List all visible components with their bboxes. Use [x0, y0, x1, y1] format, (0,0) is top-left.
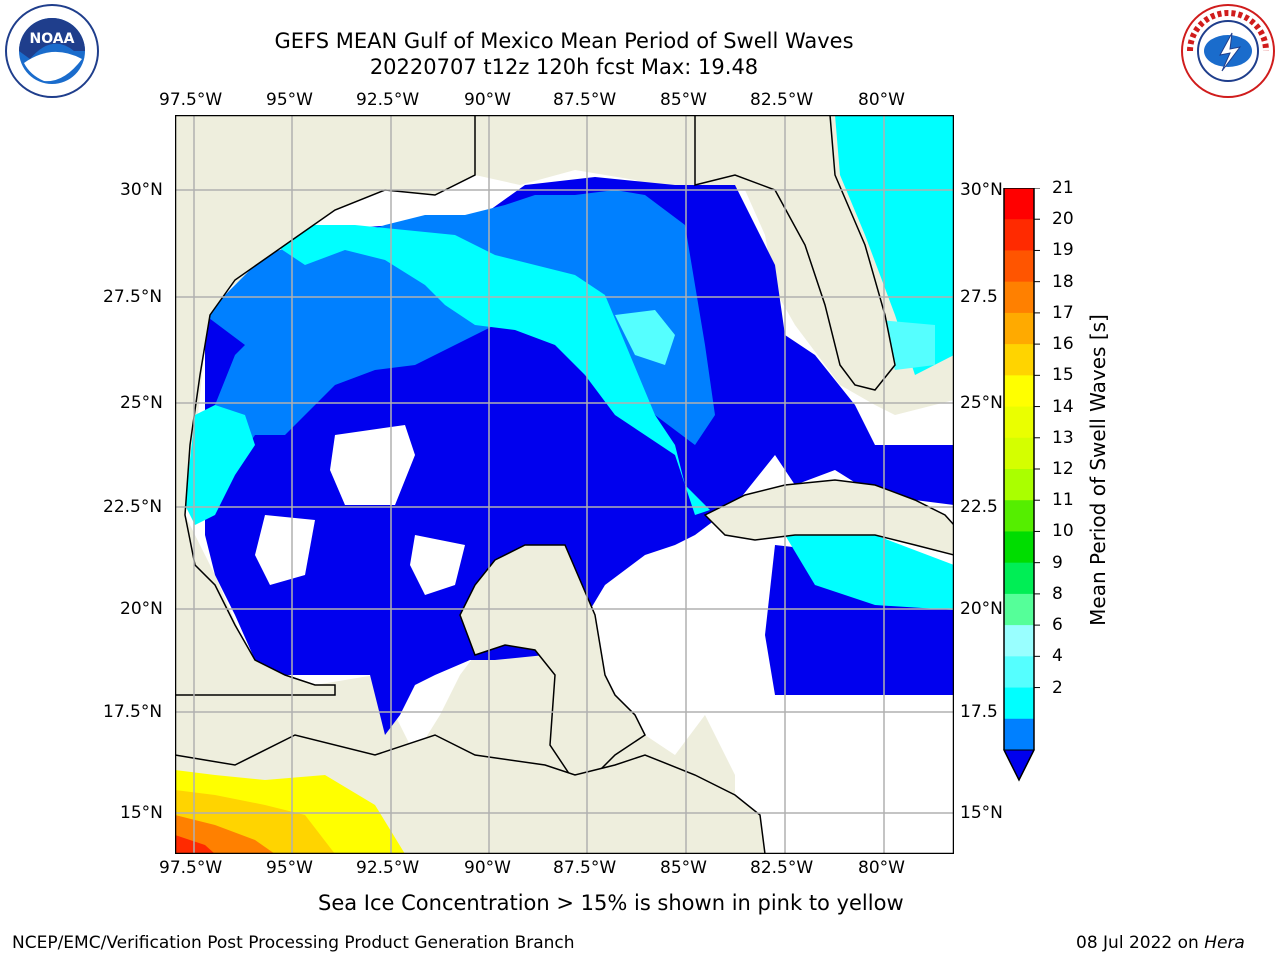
- swell-region-6-8s: [615, 310, 675, 365]
- lon-label-bottom: 80°W: [858, 858, 905, 878]
- colorbar-segment: [1004, 531, 1034, 564]
- map-gridlines: [175, 115, 954, 854]
- colorbar-segment: [1004, 625, 1034, 657]
- lon-label-top: 85°W: [660, 90, 707, 110]
- colorbar-tick-label: 8: [1052, 583, 1063, 604]
- lon-label-top: 97.5°W: [159, 90, 223, 110]
- colorbar-segment: [1004, 500, 1034, 532]
- colorbar-segment: [1004, 406, 1034, 439]
- lon-label-top: 80°W: [858, 90, 905, 110]
- lon-label-bottom: 92.5°W: [356, 858, 420, 878]
- lat-label-right: 22.5: [960, 497, 998, 517]
- lat-label-right: 27.5: [960, 287, 998, 307]
- lat-label-right: 30°N: [960, 180, 1003, 200]
- colorbar: [1003, 188, 1040, 782]
- colorbar-tick-label: 14: [1052, 396, 1074, 417]
- colorbar-tick-label: 17: [1052, 302, 1074, 323]
- colorbar-segment: [1004, 718, 1034, 751]
- lat-label-left: 15°N: [120, 803, 163, 823]
- colorbar-tick-label: 16: [1052, 334, 1074, 355]
- lon-label-top: 92.5°W: [356, 90, 420, 110]
- colorbar-segment: [1004, 219, 1034, 251]
- colorbar-segment: [1004, 469, 1034, 501]
- colorbar-segment: [1004, 344, 1034, 376]
- colorbar-title: Mean Period of Swell Waves [s]: [1086, 314, 1110, 626]
- colorbar-tick-label: 19: [1052, 240, 1074, 261]
- lat-label-right: 15°N: [960, 803, 1003, 823]
- colorbar-segment: [1004, 437, 1034, 470]
- florida-peninsula: [694, 115, 954, 391]
- lat-label-right: 17.5: [960, 702, 998, 722]
- colorbar-tick-label: 12: [1052, 459, 1074, 479]
- sea-ice-caption: Sea Ice Concentration > 15% is shown in …: [318, 891, 904, 915]
- lon-label-bottom: 87.5°W: [553, 858, 617, 878]
- colorbar-tick-label: 18: [1052, 271, 1074, 292]
- colorbar-segment: [1004, 281, 1034, 314]
- nws-logo: [1181, 4, 1275, 98]
- lon-label-bottom: 82.5°W: [750, 858, 814, 878]
- colorbar-tick-label: 21: [1052, 178, 1074, 198]
- colorbar-tick-label: 13: [1052, 427, 1074, 448]
- colorbar-tick-label: 15: [1052, 365, 1074, 386]
- gulf-map: [175, 115, 954, 854]
- lat-label-left: 30°N: [120, 180, 163, 200]
- lon-label-bottom: 90°W: [464, 858, 511, 878]
- footer-host: Hera: [1204, 933, 1245, 953]
- colorbar-tick-label: 2: [1052, 677, 1063, 698]
- colorbar-tick-label: 9: [1052, 552, 1063, 573]
- colorbar-segment: [1004, 312, 1034, 345]
- colorbar-tick-label: 20: [1052, 209, 1074, 230]
- colorbar-under-triangle: [1003, 749, 1035, 782]
- cuba-island: [703, 479, 954, 556]
- lon-label-top: 90°W: [464, 90, 511, 110]
- footer-date-text: 08 Jul 2022 on: [1076, 933, 1205, 953]
- footer-credit: NCEP/EMC/Verification Post Processing Pr…: [12, 933, 575, 953]
- lat-label-left: 17.5°N: [103, 702, 163, 722]
- chart-title: GEFS MEAN Gulf of Mexico Mean Period of …: [274, 29, 854, 53]
- lon-label-top: 87.5°W: [553, 90, 617, 110]
- colorbar-segment: [1004, 687, 1034, 720]
- colorbar-segment: [1004, 593, 1034, 626]
- lat-label-left: 25°N: [120, 393, 163, 413]
- colorbar-tick-label: 10: [1052, 521, 1074, 542]
- colorbar-segment: [1004, 188, 1034, 220]
- yucatan-peninsula: [459, 544, 646, 776]
- colorbar-tick-label: 4: [1052, 646, 1063, 667]
- lon-label-bottom: 85°W: [660, 858, 707, 878]
- colorbar-segment: [1004, 656, 1034, 689]
- colorbar-tick-label: 11: [1052, 490, 1074, 511]
- lat-label-left: 22.5°N: [103, 497, 163, 517]
- colorbar-outline: [1003, 188, 1035, 782]
- footer-date: 08 Jul 2022 on Hera: [1076, 933, 1245, 953]
- lon-label-top: 95°W: [266, 90, 313, 110]
- colorbar-segment: [1004, 375, 1034, 408]
- noaa-logo-text: NOAA: [30, 31, 75, 47]
- lat-label-left: 27.5°N: [103, 287, 163, 307]
- lon-label-bottom: 97.5°W: [159, 858, 223, 878]
- colorbar-tick-label: 6: [1052, 615, 1063, 636]
- chart-subtitle: 20220707 t12z 120h fcst Max: 19.48: [369, 55, 759, 79]
- colorbar-segment: [1004, 562, 1034, 595]
- lon-label-top: 82.5°W: [750, 90, 814, 110]
- lon-label-bottom: 95°W: [266, 858, 313, 878]
- lat-label-right: 25°N: [960, 393, 1003, 413]
- lat-label-left: 20°N: [120, 599, 163, 619]
- colorbar-segment: [1004, 250, 1034, 283]
- lat-label-right: 20°N: [960, 599, 1003, 619]
- noaa-logo: NOAA: [5, 4, 99, 98]
